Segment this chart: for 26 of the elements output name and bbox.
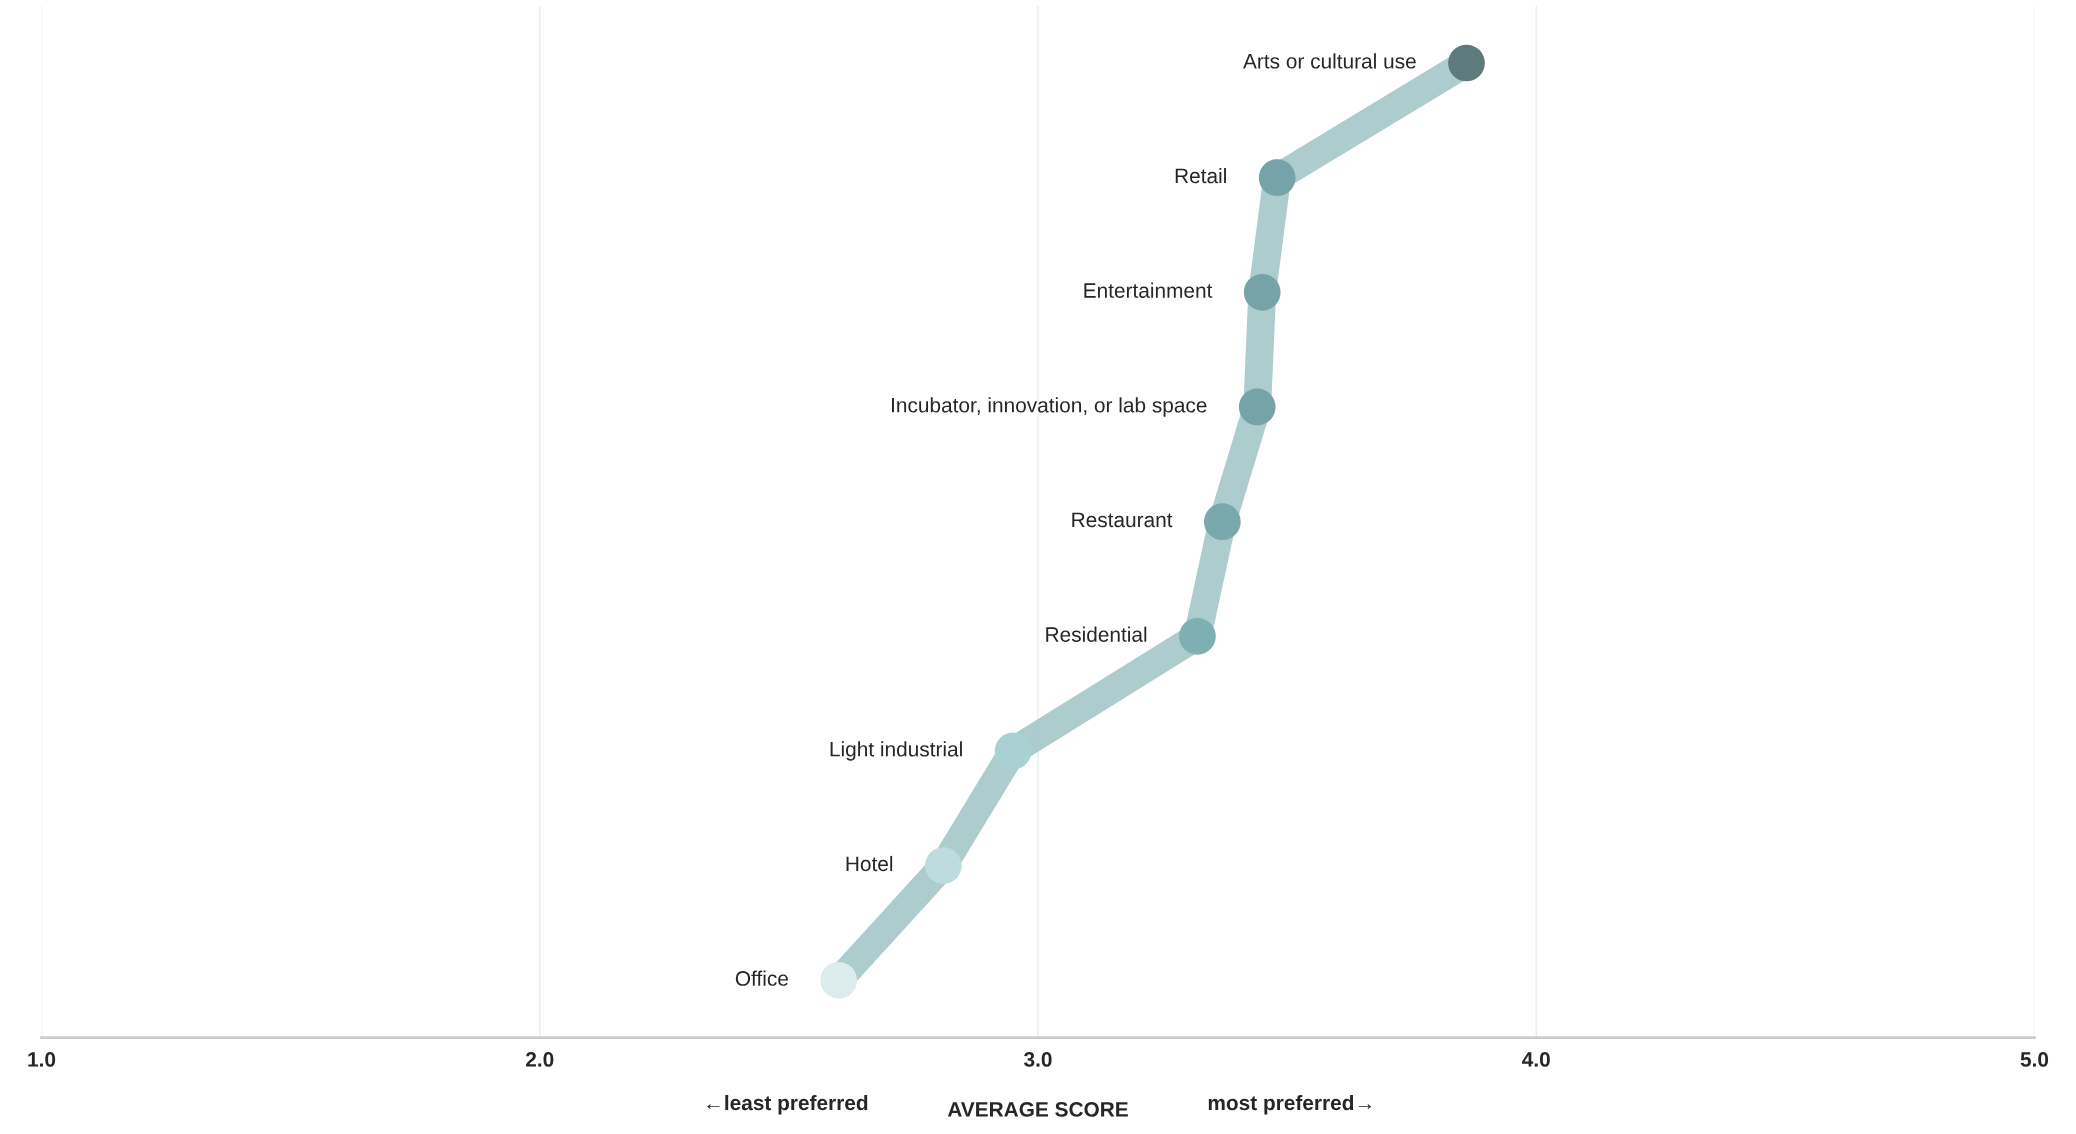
point	[1238, 388, 1276, 426]
y-tick-label: Residential	[1046, 626, 1147, 642]
text: most preferred→	[1208, 1094, 1372, 1115]
point	[1179, 617, 1216, 655]
x-tick-label: 4.0	[1522, 1052, 1550, 1067]
point	[924, 847, 962, 884]
y-tick-label: Arts or cultural use	[1243, 53, 1416, 69]
point	[820, 961, 858, 999]
text: ←least preferred	[707, 1094, 868, 1115]
x-tick-label: 2.0	[526, 1052, 554, 1067]
y-tick-label: Light industrial	[830, 741, 962, 761]
y-tick-label: Retail	[1175, 167, 1226, 184]
y-tick-label: Hotel	[846, 855, 893, 872]
y-tick-label: Office	[735, 970, 788, 986]
point	[1258, 159, 1296, 197]
point	[1243, 273, 1281, 311]
point	[1448, 44, 1485, 82]
y-tick-label: Restaurant	[1072, 512, 1173, 528]
point	[1203, 503, 1241, 541]
y-tick-label: Entertainment	[1084, 282, 1213, 298]
x-axis-title: AVERAGE SCORE	[947, 1102, 1128, 1117]
point	[994, 732, 1032, 770]
x-tick-label: 5.0	[2020, 1052, 2049, 1067]
x-tick-label: 3.0	[1024, 1052, 1052, 1067]
x-tick-label: 1.0	[28, 1052, 56, 1067]
y-tick-label: Incubator, innovation, or lab space	[892, 397, 1207, 417]
